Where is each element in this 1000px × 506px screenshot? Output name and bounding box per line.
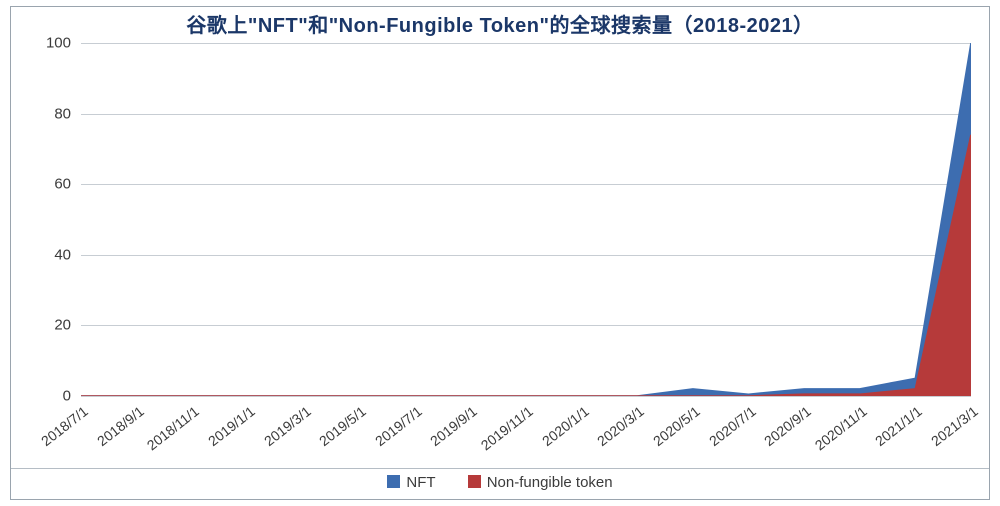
x-tick-label: 2020/3/1 [594, 403, 647, 449]
x-tick-label: 2020/11/1 [811, 403, 869, 453]
x-tick-label: 2019/9/1 [427, 403, 480, 449]
legend-swatch-nonfungible [468, 475, 481, 488]
chart-container: 谷歌上"NFT"和"Non-Fungible Token"的全球搜索量（2018… [10, 6, 990, 500]
plot-area: 020406080100 [81, 43, 971, 397]
y-tick-label: 60 [54, 176, 81, 193]
y-tick-label: 0 [63, 388, 81, 405]
x-tick-label: 2018/7/1 [38, 403, 91, 449]
series-area-non-fungible-token [81, 135, 971, 396]
legend: NFT Non-fungible token [11, 474, 989, 491]
x-tick-label: 2018/11/1 [144, 403, 202, 453]
legend-label-nft: NFT [406, 474, 435, 491]
x-tick-label: 2020/5/1 [650, 403, 703, 449]
x-tick-label: 2020/1/1 [539, 403, 592, 449]
series-svg [81, 43, 971, 396]
legend-swatch-nft [387, 475, 400, 488]
x-tick-label: 2019/3/1 [261, 403, 314, 449]
legend-item-nft: NFT [387, 474, 435, 491]
x-tick-label: 2021/3/1 [928, 403, 981, 449]
y-tick-label: 20 [54, 317, 81, 334]
y-tick-label: 100 [46, 35, 81, 52]
x-tick-label: 2019/11/1 [478, 403, 536, 453]
y-tick-label: 80 [54, 105, 81, 122]
x-tick-label: 2019/5/1 [316, 403, 369, 449]
series-area-nft [81, 43, 971, 396]
chart-title: 谷歌上"NFT"和"Non-Fungible Token"的全球搜索量（2018… [11, 7, 989, 38]
x-tick-label: 2019/1/1 [205, 403, 258, 449]
x-tick-label: 2019/7/1 [372, 403, 425, 449]
grid-line [81, 396, 971, 397]
x-tick-label: 2020/7/1 [706, 403, 759, 449]
x-tick-label: 2018/9/1 [94, 403, 147, 449]
x-axis-labels: 2018/7/12018/9/12018/11/12019/1/12019/3/… [81, 403, 971, 473]
x-tick-label: 2020/9/1 [761, 403, 814, 449]
x-tick-label: 2021/1/1 [872, 403, 925, 449]
legend-item-nonfungible: Non-fungible token [468, 474, 613, 491]
legend-divider [11, 468, 989, 469]
y-tick-label: 40 [54, 246, 81, 263]
legend-label-nonfungible: Non-fungible token [487, 474, 613, 491]
